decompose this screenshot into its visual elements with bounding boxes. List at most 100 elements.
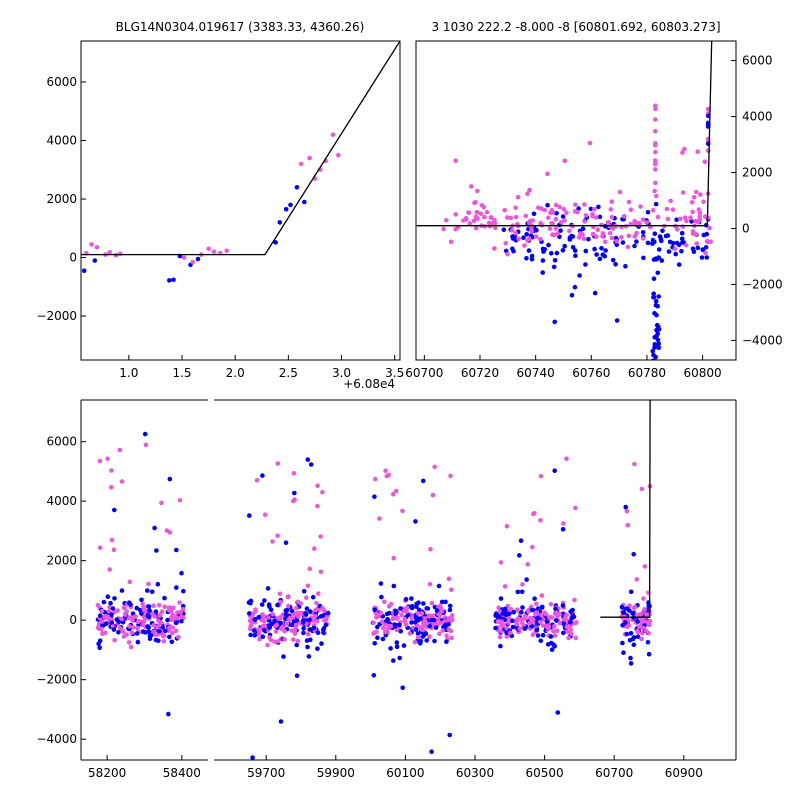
y-tick-label: −2000: [742, 277, 783, 291]
data-point-series_a: [394, 640, 400, 645]
data-point-series_a: [278, 620, 283, 626]
data-point-series_a: [128, 602, 133, 607]
data-point-series_a: [294, 185, 300, 190]
data-point-series_b: [99, 626, 104, 632]
data-point-series_b: [292, 627, 298, 633]
data-point-series_b: [506, 620, 511, 626]
data-point-series_b: [273, 623, 278, 629]
data-point-series_b: [379, 619, 385, 624]
data-point-series_b: [448, 239, 454, 245]
data-point-series_b: [609, 214, 615, 220]
data-point-series_a: [583, 248, 589, 254]
data-point-series_b: [691, 195, 697, 200]
data-point-series_a: [380, 636, 386, 642]
x-tick-label: 60800: [684, 366, 722, 380]
data-point-series_b: [270, 611, 276, 617]
data-point-series_a: [650, 348, 655, 354]
data-point-series_a: [306, 654, 312, 659]
data-point-series_b: [513, 205, 518, 211]
data-point-series_b: [295, 610, 301, 616]
data-point-series_b: [573, 635, 579, 641]
data-point-series_a: [627, 608, 632, 613]
data-point-series_b: [532, 511, 537, 516]
data-point-series_a: [544, 619, 550, 624]
data-point-series_a: [289, 622, 295, 628]
data-point-series_a: [97, 638, 103, 643]
data-point-series_a: [561, 621, 566, 626]
data-point-series_b: [548, 602, 554, 607]
data-point-series_b: [118, 627, 124, 632]
data-point-series_b: [522, 243, 527, 248]
data-point-series_a: [603, 248, 608, 253]
data-point-series_a: [597, 214, 603, 220]
data-point-series_b: [260, 617, 265, 623]
data-point-series_b: [295, 599, 301, 605]
data-point-series_b: [530, 544, 535, 550]
data-point-series_b: [372, 476, 378, 482]
data-point-series_a: [493, 611, 499, 617]
data-point-series_b: [564, 456, 569, 462]
data-point-series_b: [278, 599, 284, 605]
data-point-series_b: [515, 194, 521, 200]
data-point-series_a: [653, 298, 659, 304]
data-point-series_a: [676, 242, 682, 248]
data-point-series_b: [625, 522, 631, 528]
data-point-series_a: [247, 513, 252, 518]
data-point-series_a: [294, 642, 300, 648]
data-point-series_b: [668, 198, 673, 204]
data-point-series_a: [413, 627, 419, 632]
data-point-series_a: [171, 277, 176, 283]
data-point-series_a: [596, 204, 601, 210]
data-point-series_b: [474, 209, 480, 215]
data-point-series_a: [247, 611, 252, 616]
data-point-series_b: [430, 492, 436, 498]
data-point-series_b: [693, 218, 699, 224]
data-point-series_a: [546, 242, 551, 248]
panel-bottom: −4000 −2000 0 2000 4000 6000 58200 58400 59700 59…: [36, 399, 737, 780]
data-point-series_a: [304, 606, 310, 611]
data-point-series_b: [538, 473, 544, 479]
data-point-series_b: [409, 615, 415, 621]
data-point-series_b: [529, 227, 534, 233]
data-point-series_a: [520, 605, 525, 610]
data-point-series_a: [260, 634, 266, 639]
data-point-series_b: [504, 523, 510, 529]
data-point-series_a: [165, 617, 170, 623]
data-point-series_a: [620, 610, 626, 615]
y-tick-label: 0: [69, 613, 77, 627]
data-point-series_b: [107, 567, 112, 572]
data-point-series_a: [660, 228, 665, 234]
data-point-series_a: [139, 611, 144, 616]
data-point-series_b: [508, 215, 514, 221]
y-tick-label: 4000: [742, 110, 773, 124]
data-point-series_b: [109, 485, 114, 490]
data-point-series_b: [688, 215, 693, 220]
data-point-series_b: [558, 220, 564, 225]
data-point-series_b: [318, 534, 323, 539]
data-point-series_b: [156, 602, 162, 608]
data-point-series_a: [250, 755, 255, 760]
data-point-series_b: [305, 631, 311, 637]
data-point-series_a: [656, 327, 662, 332]
data-point-series_b: [562, 158, 568, 164]
data-point-series_a: [444, 639, 449, 644]
data-point-series_b: [632, 461, 637, 467]
x-tick-label: 1.0: [119, 366, 138, 380]
data-point-series_b: [190, 259, 195, 265]
data-point-series_a: [436, 583, 442, 589]
data-point-series_a: [371, 673, 377, 678]
data-point-series_b: [614, 239, 619, 244]
data-point-series_a: [620, 240, 626, 245]
data-point-series_a: [394, 644, 400, 650]
data-point-series_b: [684, 218, 689, 224]
data-point-series_b: [307, 566, 313, 572]
data-point-series_a: [539, 604, 545, 610]
data-point-series_b: [473, 214, 479, 220]
data-point-series_a: [135, 639, 141, 645]
data-point-series_b: [382, 622, 388, 627]
data-point-series_b: [525, 562, 530, 567]
data-point-series_a: [572, 248, 578, 253]
y-tick-label: 2000: [742, 166, 773, 180]
data-point-series_a: [157, 629, 162, 634]
